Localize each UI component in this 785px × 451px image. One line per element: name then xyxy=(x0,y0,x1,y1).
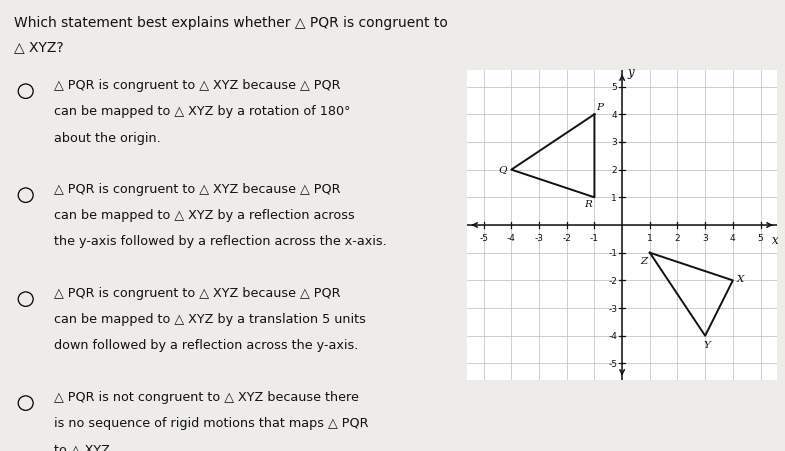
Text: can be mapped to △ XYZ by a translation 5 units: can be mapped to △ XYZ by a translation … xyxy=(53,313,366,326)
Text: Which statement best explains whether △ PQR is congruent to: Which statement best explains whether △ … xyxy=(14,16,448,30)
Text: -1: -1 xyxy=(608,249,617,258)
Text: -3: -3 xyxy=(535,233,543,242)
Text: X: X xyxy=(737,275,744,284)
Text: △ PQR is congruent to △ XYZ because △ PQR: △ PQR is congruent to △ XYZ because △ PQ… xyxy=(53,183,340,196)
Text: 5: 5 xyxy=(612,83,617,92)
Text: -4: -4 xyxy=(608,331,617,341)
Text: 2: 2 xyxy=(674,233,681,242)
Text: △ PQR is congruent to △ XYZ because △ PQR: △ PQR is congruent to △ XYZ because △ PQ… xyxy=(53,79,340,92)
Text: 2: 2 xyxy=(612,166,617,175)
Text: can be mapped to △ XYZ by a reflection across: can be mapped to △ XYZ by a reflection a… xyxy=(53,209,355,222)
Text: -1: -1 xyxy=(590,233,599,242)
Text: 1: 1 xyxy=(612,193,617,202)
Text: △ PQR is not congruent to △ XYZ because there: △ PQR is not congruent to △ XYZ because … xyxy=(53,390,359,403)
Text: down followed by a reflection across the y-axis.: down followed by a reflection across the… xyxy=(53,339,358,352)
Text: -4: -4 xyxy=(507,233,516,242)
Text: -5: -5 xyxy=(608,359,617,368)
Text: Y: Y xyxy=(703,340,710,349)
Text: can be mapped to △ XYZ by a rotation of 180°: can be mapped to △ XYZ by a rotation of … xyxy=(53,105,350,118)
Text: △ XYZ?: △ XYZ? xyxy=(14,41,64,55)
Text: -5: -5 xyxy=(479,233,488,242)
Text: to △ XYZ.: to △ XYZ. xyxy=(53,442,114,451)
Text: about the origin.: about the origin. xyxy=(53,131,160,144)
Text: 3: 3 xyxy=(612,138,617,147)
Text: 3: 3 xyxy=(703,233,708,242)
Text: Z: Z xyxy=(640,257,647,266)
Text: △ PQR is congruent to △ XYZ because △ PQR: △ PQR is congruent to △ XYZ because △ PQ… xyxy=(53,286,340,299)
Text: is no sequence of rigid motions that maps △ PQR: is no sequence of rigid motions that map… xyxy=(53,416,368,429)
Text: P: P xyxy=(597,103,604,112)
Text: -3: -3 xyxy=(608,304,617,313)
Text: Q: Q xyxy=(498,164,506,173)
Text: 1: 1 xyxy=(647,233,652,242)
Text: the y-axis followed by a reflection across the x-axis.: the y-axis followed by a reflection acro… xyxy=(53,235,386,248)
Text: R: R xyxy=(584,199,592,208)
Text: 4: 4 xyxy=(612,110,617,120)
Text: -2: -2 xyxy=(608,276,617,285)
Text: 4: 4 xyxy=(730,233,736,242)
Text: -2: -2 xyxy=(562,233,571,242)
Text: x: x xyxy=(772,233,779,246)
Text: y: y xyxy=(627,66,633,78)
Text: 5: 5 xyxy=(758,233,764,242)
